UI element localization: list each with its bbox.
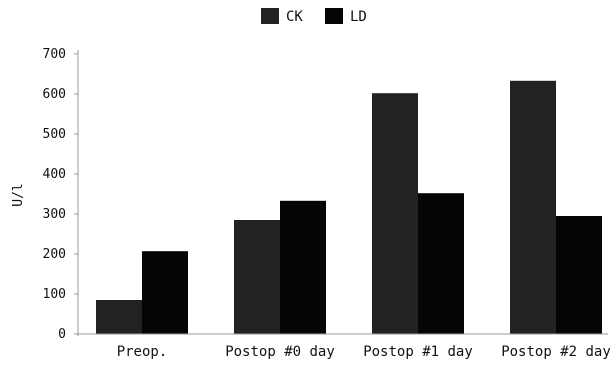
y-axis-label: U/l bbox=[11, 183, 26, 206]
legend: CK LD bbox=[261, 8, 367, 25]
y-tick-label: 100 bbox=[43, 287, 66, 302]
legend-label-ld: LD bbox=[350, 9, 367, 25]
x-tick-label: Preop. bbox=[117, 344, 168, 360]
y-tick-label: 0 bbox=[58, 327, 66, 342]
bar-ck-2 bbox=[234, 220, 280, 334]
bar-ck-1 bbox=[96, 300, 142, 334]
bar-ld-4 bbox=[556, 216, 602, 334]
legend-swatch-ld bbox=[325, 8, 343, 24]
x-tick-label: Postop #0 day bbox=[225, 344, 335, 360]
y-tick-label: 200 bbox=[43, 247, 66, 262]
y-tick-label: 500 bbox=[43, 127, 66, 142]
legend-label-ck: CK bbox=[286, 9, 303, 25]
y-tick-label: 300 bbox=[43, 207, 66, 222]
bar-ld-3 bbox=[418, 193, 464, 334]
y-tick-label: 600 bbox=[43, 87, 66, 102]
x-axis: Preop. Postop #0 day Postop #1 day Postop #… bbox=[78, 333, 611, 360]
bar-ck-4 bbox=[510, 80, 556, 334]
bar-ld-2 bbox=[280, 200, 326, 334]
bar-ld-1 bbox=[142, 251, 188, 334]
y-tick-label: 400 bbox=[43, 167, 66, 182]
x-tick-label: Postop #1 day bbox=[363, 344, 473, 360]
y-tick-label: 700 bbox=[43, 47, 66, 62]
legend-swatch-ck bbox=[261, 8, 279, 24]
plot-area bbox=[96, 80, 602, 334]
bar-ck-3 bbox=[372, 93, 418, 334]
y-axis: 0 100 200 300 400 500 600 700 bbox=[43, 47, 79, 342]
x-tick-label: Postop #2 day bbox=[501, 344, 611, 360]
